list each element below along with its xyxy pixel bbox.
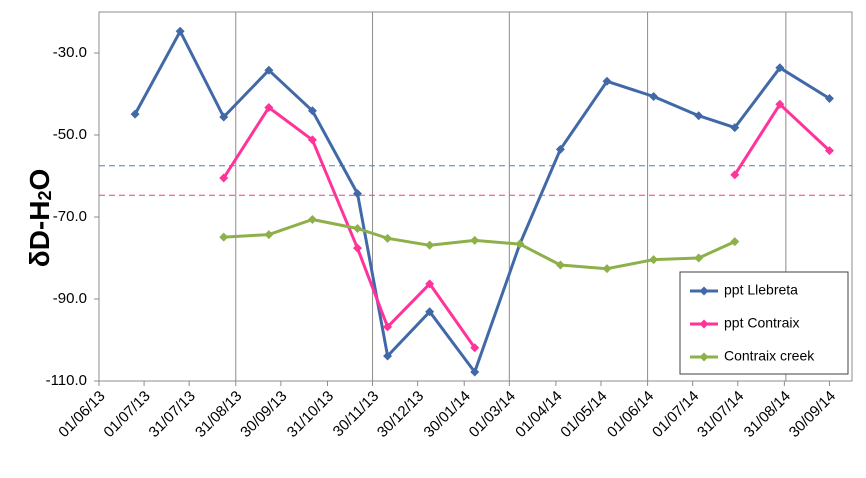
x-tick-label: 30/09/13 bbox=[237, 388, 290, 441]
y-tick-label: -50.0 bbox=[53, 126, 87, 143]
y-tick-labels: -30.0 -50.0 -70.0 -90.0 -110.0 bbox=[46, 44, 87, 389]
x-tick-label: 31/08/13 bbox=[192, 388, 245, 441]
data-point bbox=[425, 240, 435, 250]
x-tick-label: 30/11/13 bbox=[330, 388, 383, 441]
legend-swatch-marker bbox=[699, 319, 709, 329]
legend-swatch-marker bbox=[699, 286, 709, 296]
data-point bbox=[383, 351, 393, 361]
x-tick-label: 01/04/14 bbox=[512, 388, 565, 441]
x-tick-label: 31/07/13 bbox=[146, 388, 199, 441]
data-point bbox=[307, 135, 317, 145]
y-axis-label-main: δD-H bbox=[24, 201, 55, 268]
data-point bbox=[425, 307, 435, 317]
data-point bbox=[730, 123, 740, 133]
series-1 bbox=[219, 99, 834, 353]
x-tick-label: 01/06/14 bbox=[604, 388, 657, 441]
y-axis-label: δD-H2O bbox=[24, 169, 55, 268]
data-point bbox=[824, 94, 834, 104]
reference-lines bbox=[99, 165, 852, 196]
data-point bbox=[307, 106, 317, 116]
data-point bbox=[602, 264, 612, 274]
data-point bbox=[555, 260, 565, 270]
legend-label: ppt Contraix bbox=[724, 315, 799, 331]
y-tick-label: -70.0 bbox=[53, 208, 87, 225]
data-point bbox=[470, 367, 480, 377]
data-point bbox=[694, 111, 704, 121]
legend-item: ppt Contraix bbox=[690, 315, 799, 331]
data-point bbox=[264, 103, 274, 113]
legend-label: Contraix creek bbox=[724, 348, 815, 364]
data-point bbox=[470, 343, 480, 353]
x-tick-label: 31/08/14 bbox=[741, 388, 794, 441]
series-line bbox=[733, 102, 831, 176]
data-point bbox=[730, 170, 740, 180]
legend-item: Contraix creek bbox=[690, 348, 815, 364]
x-tick-label: 01/05/14 bbox=[557, 388, 610, 441]
series-2 bbox=[219, 214, 740, 274]
x-tick-label: 30/12/13 bbox=[374, 388, 427, 441]
data-point bbox=[775, 99, 785, 109]
series-line bbox=[223, 218, 736, 271]
data-point bbox=[555, 144, 565, 154]
data-point bbox=[383, 233, 393, 243]
data-point bbox=[130, 109, 140, 119]
data-point bbox=[470, 235, 480, 245]
y-tick-label: -30.0 bbox=[53, 44, 87, 61]
series-0 bbox=[130, 26, 834, 377]
y-axis-label-end: O bbox=[24, 169, 55, 191]
y-tick-label: -110.0 bbox=[46, 372, 87, 389]
x-tick-label: 01/03/14 bbox=[466, 388, 519, 441]
x-tick-label: 01/07/13 bbox=[100, 388, 153, 441]
axes bbox=[94, 11, 853, 386]
x-tick-label: 30/09/14 bbox=[786, 388, 839, 441]
x-tick-labels: 01/06/1301/07/1331/07/1331/08/1330/09/13… bbox=[55, 388, 839, 441]
data-point bbox=[515, 239, 525, 249]
data-point bbox=[307, 214, 317, 224]
legend-label: ppt Llebreta bbox=[724, 282, 798, 298]
data-point bbox=[602, 76, 612, 86]
legend-item: ppt Llebreta bbox=[690, 282, 798, 298]
x-tick-label: 31/10/13 bbox=[284, 388, 337, 441]
y-axis-label-subscript: 2 bbox=[35, 191, 55, 201]
data-point bbox=[694, 253, 704, 263]
data-point bbox=[383, 322, 393, 332]
data-point bbox=[219, 173, 229, 183]
data-point bbox=[353, 189, 363, 199]
data-point bbox=[264, 230, 274, 240]
data-point bbox=[264, 65, 274, 75]
data-point bbox=[425, 279, 435, 289]
data-point bbox=[353, 243, 363, 253]
x-tick-label: 01/06/13 bbox=[55, 388, 108, 441]
series-group bbox=[130, 26, 834, 377]
data-point bbox=[353, 223, 363, 233]
gridlines bbox=[235, 12, 787, 381]
data-point bbox=[730, 237, 740, 247]
x-tick-label: 31/07/14 bbox=[694, 388, 747, 441]
legend-swatch-marker bbox=[699, 352, 709, 362]
data-point bbox=[824, 146, 834, 156]
plot-frame bbox=[98, 11, 853, 382]
x-tick-label: 01/07/14 bbox=[649, 388, 702, 441]
data-point bbox=[175, 26, 185, 36]
data-point bbox=[649, 255, 659, 265]
x-tick-label: 30/01/14 bbox=[421, 388, 474, 441]
data-point bbox=[775, 63, 785, 73]
data-point bbox=[219, 232, 229, 242]
data-point bbox=[649, 91, 659, 101]
y-tick-label: -90.0 bbox=[53, 290, 87, 307]
legend: ppt Llebreta ppt Contraix Contraix creek bbox=[679, 271, 849, 375]
data-point bbox=[219, 112, 229, 122]
